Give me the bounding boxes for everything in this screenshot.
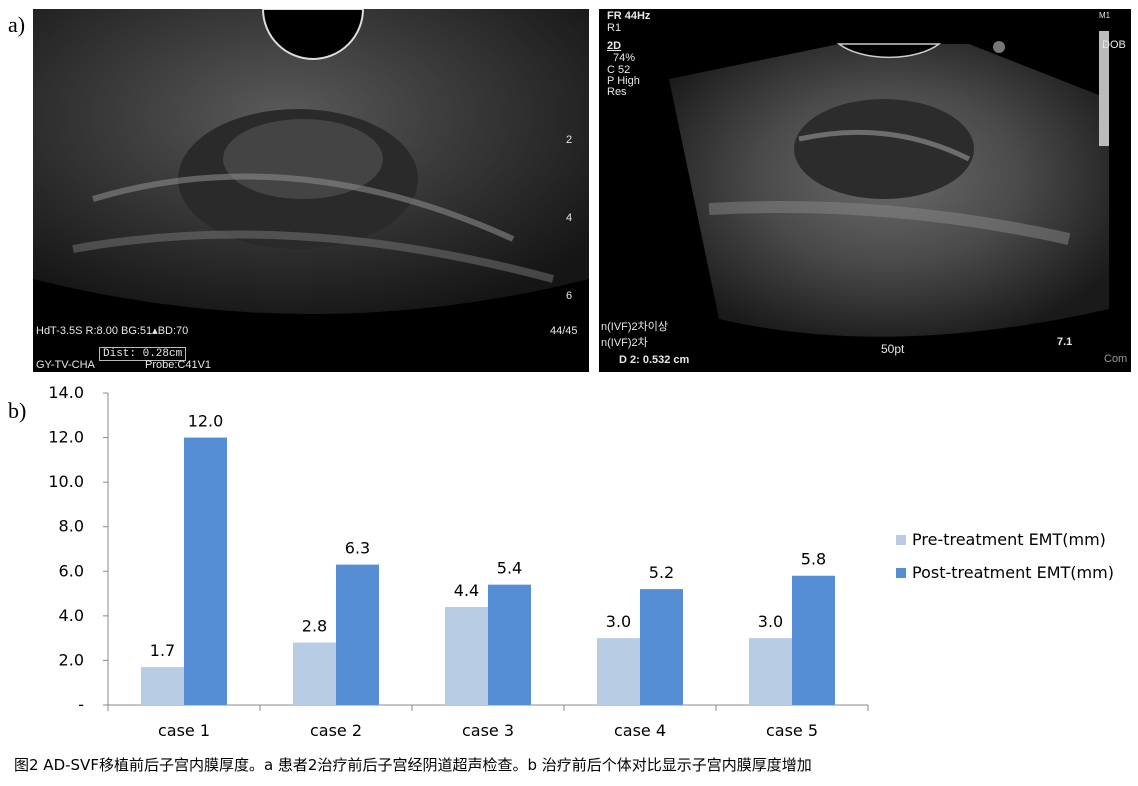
y-tick-label: 14.0 [48,383,84,402]
data-label: 2.8 [302,617,327,636]
device-label: GY-TV-CHA [36,359,95,371]
y-tick-label: - [78,695,84,714]
bar-pre-treatment [293,642,336,705]
mode-label: 2D [607,40,622,52]
x-category-label: case 4 [614,721,666,740]
ultrasound-image-pre: 2 4 6 HdT-3.5S R:8.00 BG:51▴BD:70 44/45 … [33,9,589,372]
data-label: 5.8 [801,550,826,569]
power-label: P High [607,75,640,87]
gain-label: 74% [613,52,636,64]
y-tick-label: 6.0 [59,561,84,580]
dob-label: DOB [1102,39,1126,51]
depth-mark-6: 6 [566,290,573,302]
bar-pre-treatment [749,638,792,705]
bar-post-treatment [792,575,835,705]
m1-label: M1 [1099,11,1111,20]
ultrasound-scan-pre [33,9,589,372]
scale-label: 50pt [881,342,905,356]
data-label: 6.3 [345,539,370,558]
bar-pre-treatment [597,638,640,705]
patient-text-2: n(IVF)2차 [601,337,648,349]
x-category-label: case 5 [766,721,818,740]
y-tick-label: 10.0 [48,472,84,491]
distance-readout: D 2: 0.532 cm [619,354,690,366]
panel-label-b: b) [8,398,27,423]
frame-rate: FR 44Hz [607,10,651,22]
y-tick-label: 2.0 [59,650,84,669]
data-label: 3.0 [758,612,783,631]
legend-label-post: Post-treatment EMT(mm) [912,563,1114,582]
data-label: 5.2 [649,563,674,582]
depth-mark-2: 2 [566,134,573,146]
y-tick-label: 12.0 [48,428,84,447]
res-label: Res [607,86,627,98]
depth-mark-4: 4 [566,212,573,224]
data-label: 3.0 [606,612,631,631]
c-label: C 52 [607,64,631,76]
com-label: Com [1104,353,1128,365]
y-tick-label: 8.0 [59,517,84,536]
bar-post-treatment [488,584,531,705]
bar-pre-treatment [141,667,184,705]
data-label: 4.4 [454,581,479,600]
scan-params: HdT-3.5S R:8.00 BG:51▴BD:70 [36,325,189,337]
r1-label: R1 [607,22,622,34]
bar-post-treatment [184,437,227,705]
panel-label-a: a) [8,12,26,37]
ultrasound-scan-post [669,31,1109,337]
bar-pre-treatment [445,606,488,705]
x-category-label: case 2 [310,721,362,740]
x-category-label: case 1 [158,721,210,740]
data-label: 1.7 [150,641,175,660]
legend-swatch-pre [896,535,906,545]
bar-post-treatment [336,564,379,705]
probe-label: Probe:C41V1 [145,359,212,371]
distance-readout: Dist: 0.28cm [99,347,187,361]
x-category-label: case 3 [462,721,514,740]
legend-swatch-post [896,568,906,578]
data-label: 12.0 [188,412,224,431]
depth-label: 7.1 [1057,336,1073,348]
bar-post-treatment [640,589,683,705]
ultrasound-image-post: FR 44Hz R1 2D 74% C 52 P High Res M1 DOB… [599,9,1131,372]
legend-label-pre: Pre-treatment EMT(mm) [912,530,1106,549]
patient-text-1: n(IVF)2차이상 [601,321,669,333]
y-tick-label: 4.0 [59,606,84,625]
emt-bar-chart: - 2.0 4.0 6.0 8.0 10.0 12.0 14.0 1.7 12.0 case 1 2.… [48,383,1114,740]
figure-caption: 图2 AD-SVF移植前后子宫内膜厚度。a 患者2治疗前后子宫经阴道超声检查。b… [14,756,812,774]
frame-count: 44/45 [550,325,578,337]
data-label: 5.4 [497,559,522,578]
